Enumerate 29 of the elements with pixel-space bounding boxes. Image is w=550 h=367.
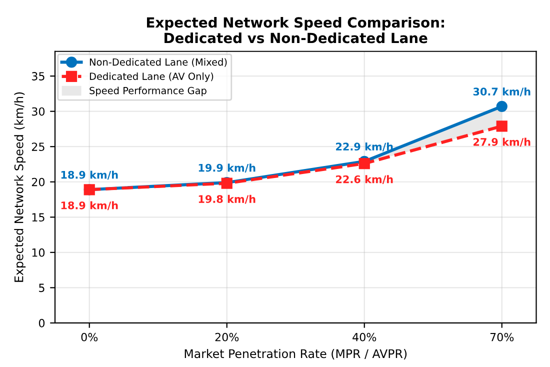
x-axis-title: Market Penetration Rate (MPR / AVPR) [184,348,407,360]
y-tick-label: 5 [39,284,44,292]
data-label: 19.9 km/h [198,164,256,173]
data-label: 18.9 km/h [61,170,118,180]
y-tick-label: 35 [32,72,44,80]
y-tick-label: 30 [32,107,45,116]
x-tick-label: 0% [81,332,98,342]
data-label: 22.6 km/h [336,175,393,184]
x-tick-label: 70% [490,332,514,342]
point [358,158,370,170]
legend-label: Dedicated Lane (AV Only) [90,72,214,82]
point [496,120,508,132]
point [496,100,508,112]
x-tick-label: 40% [352,332,376,342]
legend-label: Non-Dedicated Lane (Mixed) [90,58,227,67]
chart-title: Expected Network Speed Comparison: Dedicated vs Non-Dedicated Lane [147,16,444,44]
data-label: 22.9 km/h [336,142,393,152]
y-tick-label: 25 [32,142,44,151]
data-label: 18.9 km/h [61,201,118,210]
data-label: 19.8 km/h [198,194,256,204]
data-label: 30.7 km/h [473,87,530,96]
y-tick-label: 15 [32,213,44,222]
data-label: 27.9 km/h [474,138,530,147]
x-tick-label: 20% [215,332,239,342]
y-tick-label: 20 [32,178,45,186]
y-axis-title: Expected Network Speed (km/h) [14,92,26,282]
y-tick-label: 0 [38,318,45,328]
annotation: Speed Performance Gap [90,86,206,96]
y-tick-label: 10 [32,248,45,257]
